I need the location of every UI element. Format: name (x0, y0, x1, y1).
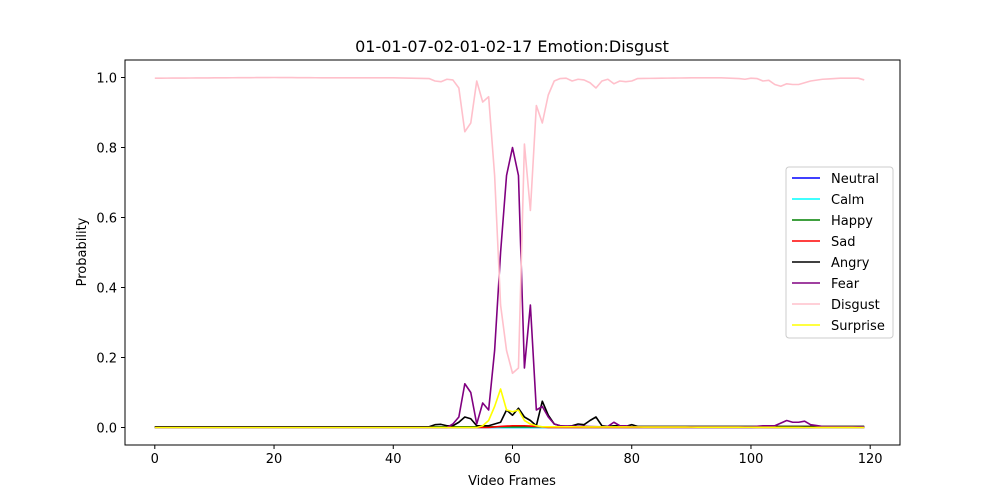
chart-title: 01-01-07-02-01-02-17 Emotion:Disgust (355, 37, 669, 56)
y-tick-label: 0.8 (96, 142, 117, 157)
y-tick-label: 0.2 (96, 352, 117, 367)
legend-label-calm: Calm (831, 193, 864, 208)
x-tick-label: 120 (858, 452, 883, 467)
series-line-disgust (154, 76, 865, 375)
series-line-surprise (154, 388, 865, 429)
legend-label-surprise: Surprise (831, 319, 885, 334)
legend-label-disgust: Disgust (831, 298, 880, 313)
y-tick-label: 0.6 (96, 212, 117, 227)
y-tick-label: 0.0 (96, 422, 117, 437)
legend-label-happy: Happy (831, 214, 873, 229)
legend-label-sad: Sad (831, 235, 855, 250)
x-tick-label: 40 (385, 452, 402, 467)
legend: Neutral Calm Happy Sad Angry Fear Disgust Surpr… (785, 166, 894, 339)
x-axis-label: Video Frames (468, 474, 556, 489)
legend-label-neutral: Neutral (831, 172, 879, 187)
x-tick-label: 100 (739, 452, 764, 467)
y-tick-label: 1.0 (96, 72, 117, 87)
legend-box (785, 166, 894, 339)
legend-label-fear: Fear (831, 277, 860, 292)
x-tick-label: 60 (504, 452, 521, 467)
ticks-layer: 0 20 40 60 80 100 120 0.0 0.2 0.4 0.6 0.8 1.0 (96, 72, 882, 468)
y-tick-label: 0.4 (96, 282, 117, 297)
x-tick-label: 20 (266, 452, 283, 467)
y-axis-label: Probability (75, 217, 90, 286)
series-layer (154, 76, 865, 429)
legend-label-angry: Angry (831, 256, 870, 271)
x-tick-label: 80 (623, 452, 640, 467)
x-tick-label: 0 (151, 452, 159, 467)
